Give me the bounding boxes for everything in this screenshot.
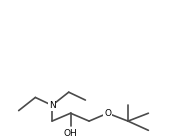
Text: O: O	[104, 109, 111, 118]
Text: OH: OH	[64, 129, 77, 137]
Text: N: N	[49, 101, 55, 110]
